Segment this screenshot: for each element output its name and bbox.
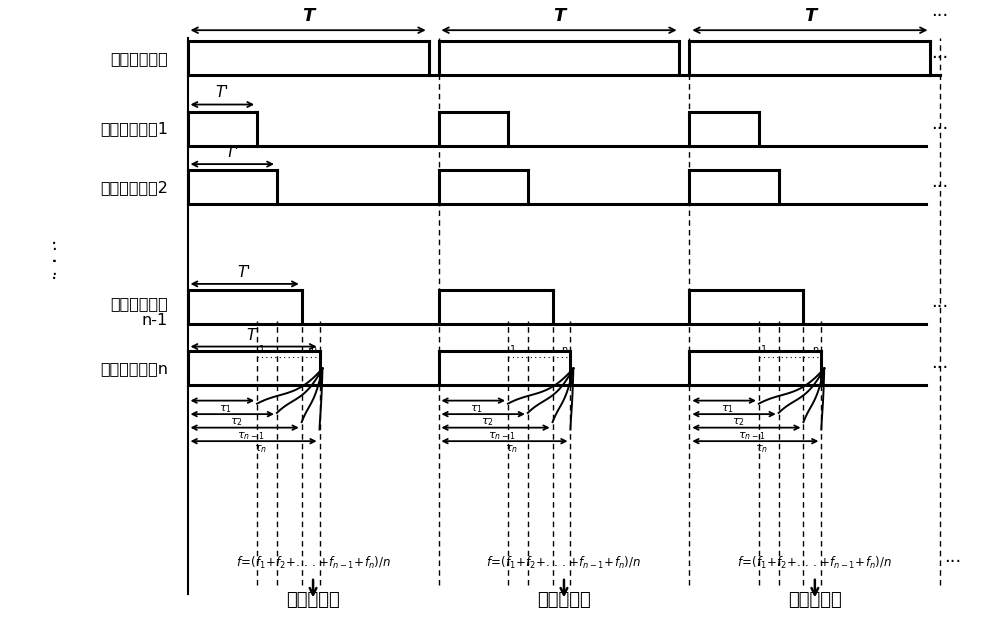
Text: $\tau_1$: $\tau_1$ xyxy=(219,403,232,415)
Text: ·: · xyxy=(51,265,57,284)
Text: ···: ··· xyxy=(931,120,949,138)
Text: $\tau_2$: $\tau_2$ xyxy=(230,416,243,428)
Text: 时间间隔信号n: 时间间隔信号n xyxy=(100,361,168,376)
Text: n: n xyxy=(310,345,317,355)
Text: $\tau_n$: $\tau_n$ xyxy=(505,443,518,455)
Text: 1: 1 xyxy=(510,345,516,355)
Text: ···: ··· xyxy=(944,553,961,571)
Text: 校正原子钟: 校正原子钟 xyxy=(788,591,842,610)
Text: ·: · xyxy=(51,253,57,271)
Text: T: T xyxy=(302,8,314,25)
Text: 校正控制信号: 校正控制信号 xyxy=(110,51,168,65)
Text: 时间间隔信号1: 时间间隔信号1 xyxy=(100,121,168,136)
Text: ·
·
·: · · · xyxy=(51,235,57,289)
Text: 时间间隔信号
n-1: 时间间隔信号 n-1 xyxy=(110,296,168,328)
Text: ·: · xyxy=(51,241,57,259)
Text: $\tau_n$: $\tau_n$ xyxy=(254,443,267,455)
Text: T: T xyxy=(553,8,565,25)
Text: 校正原子钟: 校正原子钟 xyxy=(286,591,340,610)
Text: T': T' xyxy=(247,328,260,343)
Text: ···: ··· xyxy=(931,359,949,377)
Text: $\tau_{n-1}$: $\tau_{n-1}$ xyxy=(488,430,515,442)
Text: $\tau_2$: $\tau_2$ xyxy=(481,416,494,428)
Text: 1: 1 xyxy=(259,345,265,355)
Text: T': T' xyxy=(238,265,251,280)
Text: $\tau_1$: $\tau_1$ xyxy=(470,403,483,415)
Text: n: n xyxy=(561,345,567,355)
Text: $\tau_n$: $\tau_n$ xyxy=(755,443,768,455)
Text: T': T' xyxy=(216,85,229,100)
Text: $\tau_{n-1}$: $\tau_{n-1}$ xyxy=(738,430,766,442)
Text: 校正原子钟: 校正原子钟 xyxy=(537,591,591,610)
Text: $\tau_2$: $\tau_2$ xyxy=(732,416,745,428)
Text: T: T xyxy=(804,8,816,25)
Text: ···: ··· xyxy=(931,49,949,67)
Text: $\tau_{n-1}$: $\tau_{n-1}$ xyxy=(237,430,264,442)
Text: $\tau_1$: $\tau_1$ xyxy=(721,403,734,415)
Text: $f\!=\!(f_1\!+\!f_2\!+\!.\,.\,.\!+\!f_{n-1}\!+\!f_n)/n$: $f\!=\!(f_1\!+\!f_2\!+\!.\,.\,.\!+\!f_{n… xyxy=(486,555,641,571)
Text: ···: ··· xyxy=(931,178,949,196)
Text: $f\!=\!(f_1\!+\!f_2\!+\!.\,.\,.\!+\!f_{n-1}\!+\!f_n)/n$: $f\!=\!(f_1\!+\!f_2\!+\!.\,.\,.\!+\!f_{n… xyxy=(737,555,892,571)
Text: T': T' xyxy=(225,145,239,160)
Text: n: n xyxy=(812,345,818,355)
Text: $f\!=\!(f_1\!+\!f_2\!+\!.\,.\,.\!+\!f_{n-1}\!+\!f_n)/n$: $f\!=\!(f_1\!+\!f_2\!+\!.\,.\,.\!+\!f_{n… xyxy=(236,555,391,571)
Text: ···: ··· xyxy=(931,8,949,25)
Text: 时间间隔信号2: 时间间隔信号2 xyxy=(100,180,168,194)
Text: ···: ··· xyxy=(931,298,949,316)
Text: 1: 1 xyxy=(761,345,767,355)
